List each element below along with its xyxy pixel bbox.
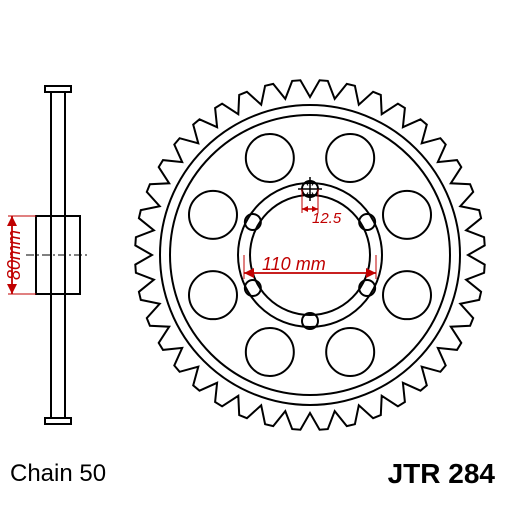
lightening-hole <box>189 271 237 319</box>
bolt-hole <box>359 214 375 230</box>
technical-drawing <box>0 0 520 520</box>
arrowhead <box>366 268 376 278</box>
arrowhead <box>302 206 308 212</box>
arrowhead <box>7 216 17 226</box>
lightening-hole <box>383 271 431 319</box>
bolt-hole <box>359 280 375 296</box>
bolt-hole-dimension: 12.5 <box>312 210 341 227</box>
lightening-hole <box>246 328 294 376</box>
arrowhead <box>244 268 254 278</box>
lightening-hole <box>383 191 431 239</box>
lightening-hole <box>326 134 374 182</box>
bolt-hole <box>245 280 261 296</box>
bolt-hole <box>245 214 261 230</box>
arrowhead <box>7 284 17 294</box>
lightening-hole <box>246 134 294 182</box>
side-height-dimension: 80mm <box>4 230 25 280</box>
side-cap-bottom <box>45 418 71 424</box>
lightening-hole <box>189 191 237 239</box>
side-cap-top <box>45 86 71 92</box>
lightening-hole <box>326 328 374 376</box>
bolt-circle-dimension: 110 mm <box>262 254 326 275</box>
part-number-label: JTR 284 <box>388 458 495 490</box>
chain-label: Chain 50 <box>10 460 106 488</box>
